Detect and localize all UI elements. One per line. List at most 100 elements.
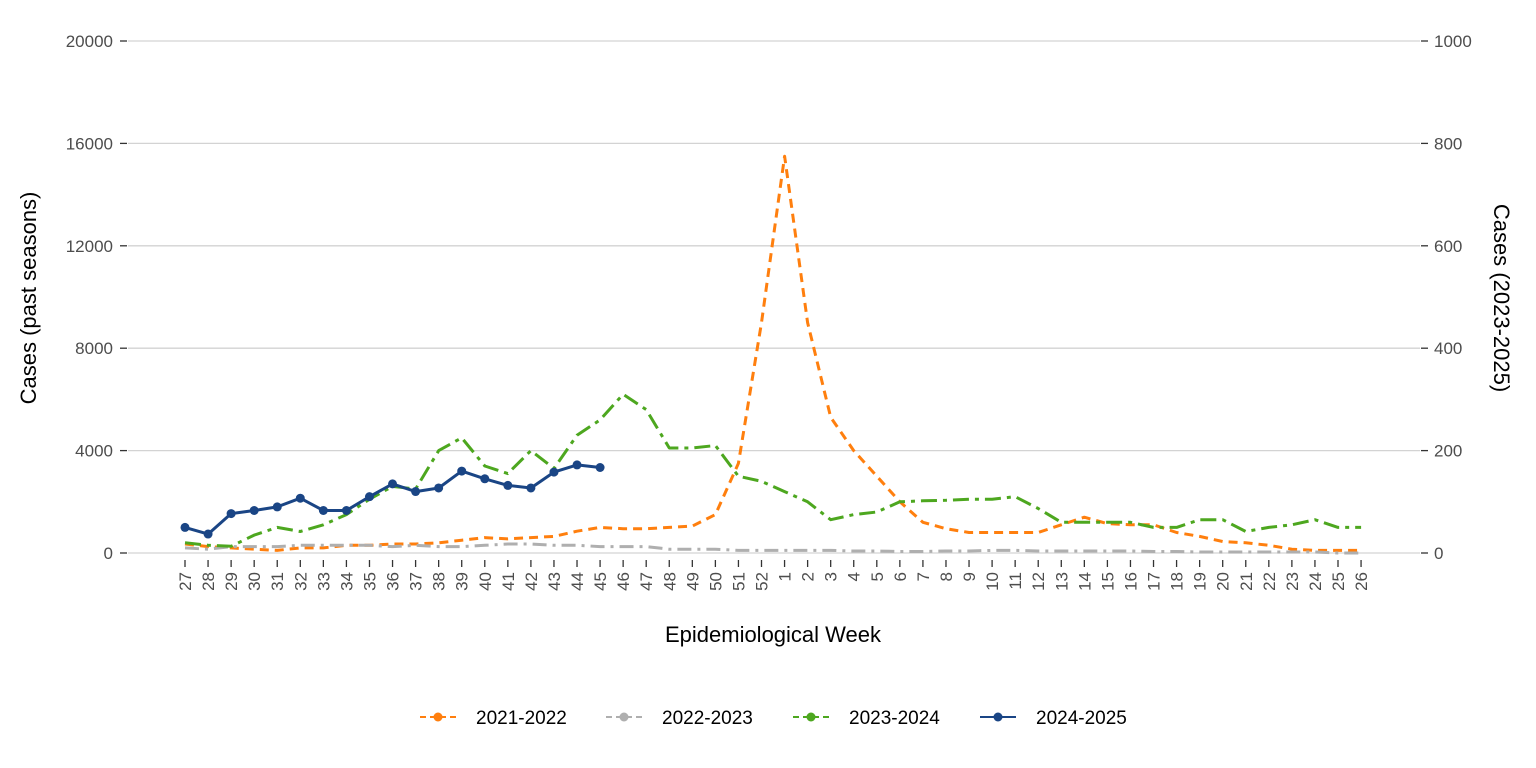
legend-key-point (806, 712, 816, 722)
x-tick-label: 52 (753, 572, 772, 591)
legend-item: 2021-2022 (420, 708, 567, 729)
x-tick-label: 37 (407, 572, 426, 591)
x-tick-label: 2 (799, 572, 818, 581)
x-tick-label: 28 (199, 572, 218, 591)
series-point (572, 460, 582, 470)
series-point (457, 466, 467, 476)
x-tick-label: 23 (1283, 572, 1302, 591)
legend-key-point (993, 712, 1003, 722)
x-tick-label: 31 (268, 572, 287, 591)
x-tick-label: 47 (637, 572, 656, 591)
legend-label: 2021-2022 (476, 708, 567, 729)
left-tick-label: 20000 (66, 32, 113, 51)
x-tick-label: 46 (614, 572, 633, 591)
series-point (480, 474, 490, 484)
x-tick-label: 49 (683, 572, 702, 591)
legend-item: 2022-2023 (606, 708, 753, 729)
x-tick-label: 11 (1006, 572, 1025, 590)
right-tick-label: 800 (1434, 134, 1462, 153)
series-point (549, 467, 559, 477)
series-point (503, 480, 513, 490)
x-tick-label: 20 (1214, 572, 1233, 591)
left-axis-title: Cases (past seasons) (16, 192, 41, 405)
x-tick-label: 41 (499, 572, 518, 591)
series-2023-2024 (184, 392, 1362, 548)
series-line (184, 542, 1362, 555)
series-point (295, 493, 305, 503)
x-tick-label: 34 (337, 572, 356, 591)
x-tick-label: 40 (476, 572, 495, 591)
x-tick-label: 4 (845, 572, 864, 581)
x-tick-label: 25 (1329, 572, 1348, 591)
legend: 2021-2022 2022-2023 2023-2024 2024-2025 (420, 708, 1127, 729)
x-tick-label: 18 (1168, 572, 1187, 591)
legend-label: 2023-2024 (849, 708, 940, 729)
x-tick-label: 19 (1191, 572, 1210, 591)
legend-key-point (433, 712, 443, 722)
legend-label: 2022-2023 (662, 708, 753, 729)
x-tick-label: 26 (1352, 572, 1371, 591)
gridlines (128, 40, 1420, 554)
right-tick-label: 0 (1434, 544, 1443, 563)
x-tick-label: 24 (1306, 572, 1325, 591)
series-line (184, 154, 1362, 552)
x-tick-label: 6 (891, 572, 910, 581)
x-tick-label: 43 (545, 572, 564, 591)
series-line (184, 463, 601, 536)
series-point (272, 502, 282, 512)
x-tick-label: 33 (314, 572, 333, 591)
series-point (318, 506, 328, 516)
left-tick-label: 4000 (75, 442, 113, 461)
x-tick-label: 14 (1075, 572, 1094, 591)
series-2024-2025 (180, 460, 605, 539)
series-line (184, 392, 1362, 548)
x-tick-label: 35 (360, 572, 379, 591)
x-tick-label: 48 (660, 572, 679, 591)
x-tick-label: 38 (430, 572, 449, 591)
series-point (411, 487, 421, 497)
series-point (364, 492, 374, 502)
series-point (595, 462, 605, 472)
series-2021-2022 (184, 154, 1362, 552)
series-point (388, 479, 398, 489)
x-tick-label: 1 (776, 572, 795, 581)
x-tick-label: 8 (937, 572, 956, 581)
x-tick-label: 45 (591, 572, 610, 591)
x-tick-label: 12 (1029, 572, 1048, 591)
right-axis-title: Cases (2023-2025) (1489, 204, 1514, 392)
x-tick-label: 9 (960, 572, 979, 581)
right-axis: 0 200 400 600 800 1000 (1421, 32, 1472, 563)
series-point (226, 509, 236, 519)
x-tick-label: 51 (729, 572, 748, 591)
x-tick-label: 44 (568, 572, 587, 591)
left-tick-label: 12000 (66, 237, 113, 256)
x-tick-label: 13 (1052, 572, 1071, 591)
left-tick-label: 0 (104, 544, 113, 563)
x-tick-label: 32 (291, 572, 310, 591)
x-tick-label: 3 (822, 572, 841, 581)
series-lines (180, 154, 1362, 555)
right-tick-label: 200 (1434, 442, 1462, 461)
x-tick-label: 21 (1237, 572, 1256, 591)
x-tick-label: 7 (914, 572, 933, 581)
x-axis: 27 28 29 30 31 32 33 34 35 36 37 38 39 40 41 42 43 44 45 46… (176, 560, 1371, 591)
x-tick-label: 15 (1098, 572, 1117, 591)
series-point (341, 506, 351, 516)
series-point (526, 483, 536, 493)
series-point (434, 483, 444, 493)
left-axis: 0 4000 8000 12000 16000 20000 (66, 32, 127, 563)
x-tick-label: 22 (1260, 572, 1279, 591)
x-tick-label: 30 (245, 572, 264, 591)
x-tick-label: 29 (222, 572, 241, 591)
series-point (180, 522, 190, 532)
series-2022-2023 (184, 542, 1362, 555)
x-tick-label: 5 (868, 572, 887, 581)
x-axis-title: Epidemiological Week (665, 622, 882, 647)
series-point (203, 529, 213, 539)
x-tick-label: 27 (176, 572, 195, 591)
x-tick-label: 39 (453, 572, 472, 591)
right-tick-label: 600 (1434, 237, 1462, 256)
series-point (249, 506, 259, 516)
x-tick-label: 50 (706, 572, 725, 591)
